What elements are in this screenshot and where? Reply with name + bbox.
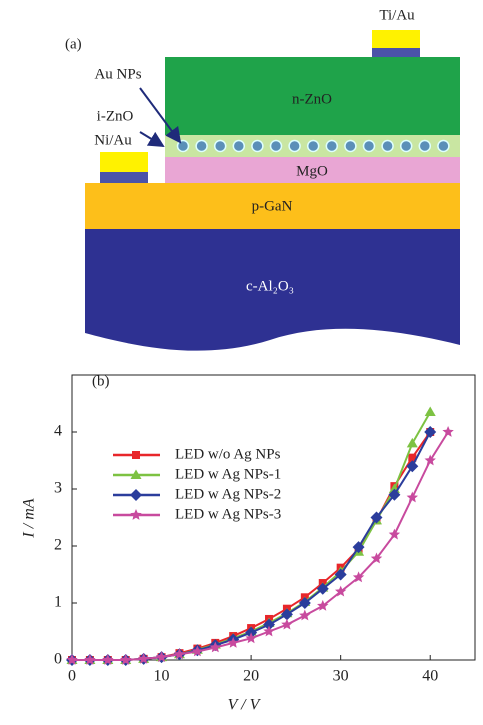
x-axis-label: V / V <box>228 697 262 714</box>
legend-label: LED w Ag NPs-3 <box>175 506 281 522</box>
x-tick-label: 30 <box>333 668 349 685</box>
nanoparticle <box>215 141 226 152</box>
legend-label: LED w/o Ag NPs <box>175 446 281 462</box>
marker <box>442 426 453 437</box>
layer-label: n-ZnO <box>292 91 332 107</box>
contact <box>372 48 420 57</box>
nanoparticle <box>345 141 356 152</box>
nanoparticle <box>308 141 319 152</box>
legend-label: LED w Ag NPs-2 <box>175 486 281 502</box>
marker <box>132 451 140 459</box>
marker <box>425 455 436 466</box>
panel-label: (a) <box>65 36 82 52</box>
marker <box>130 489 142 501</box>
x-tick-label: 40 <box>422 668 438 685</box>
marker <box>425 407 436 417</box>
marker <box>407 438 418 448</box>
y-axis-label: I / mA <box>21 498 38 538</box>
device-diagram: (a) Ti/Au n-ZnO MgO p-GaN c-Al₂O₃ Au NPs… <box>65 7 460 350</box>
panel-label: (b) <box>92 373 110 389</box>
marker <box>389 529 400 540</box>
layer-label: c-Al₂O₃ <box>246 278 294 294</box>
y-tick-label: 1 <box>54 594 62 611</box>
layer-label: i-ZnO <box>97 108 134 124</box>
contact <box>100 152 148 172</box>
iv-chart: 0 10 20 30 40 0 1 2 3 4 V / V I / mA (b) LED w/o Ag N… <box>21 373 475 713</box>
nanoparticle <box>364 141 375 152</box>
arrow <box>140 132 163 146</box>
contact <box>372 30 420 48</box>
nanoparticle <box>196 141 207 152</box>
figure: (a) Ti/Au n-ZnO MgO p-GaN c-Al₂O₃ Au NPs… <box>0 0 483 720</box>
x-tick-label: 10 <box>154 668 170 685</box>
marker <box>406 460 418 472</box>
layer-label: MgO <box>296 163 328 179</box>
nanoparticle <box>419 141 430 152</box>
nanoparticle <box>289 141 300 152</box>
layer-label: Ni/Au <box>94 132 132 148</box>
legend-label: LED w Ag NPs-1 <box>175 466 281 482</box>
y-tick-label: 0 <box>54 651 62 668</box>
nanoparticle <box>401 141 412 152</box>
y-tick-label: 4 <box>54 423 62 440</box>
nanoparticle <box>271 141 282 152</box>
nanoparticle <box>382 141 393 152</box>
layer-label: Ti/Au <box>379 7 415 23</box>
layer-label: p-GaN <box>252 198 293 214</box>
contact <box>100 172 148 183</box>
y-tick-label: 2 <box>54 537 62 554</box>
nanoparticles <box>178 141 449 152</box>
nanoparticle <box>326 141 337 152</box>
y-tick-label: 3 <box>54 480 62 497</box>
nanoparticle <box>252 141 263 152</box>
nanoparticle <box>233 141 244 152</box>
marker <box>299 610 311 621</box>
marker <box>130 509 141 520</box>
x-tick-label: 0 <box>68 668 76 685</box>
marker <box>424 426 436 438</box>
marker <box>281 619 292 630</box>
x-tick-label: 20 <box>243 668 259 685</box>
nanoparticle <box>438 141 449 152</box>
layer-label: Au NPs <box>94 66 141 82</box>
marker <box>407 492 418 503</box>
